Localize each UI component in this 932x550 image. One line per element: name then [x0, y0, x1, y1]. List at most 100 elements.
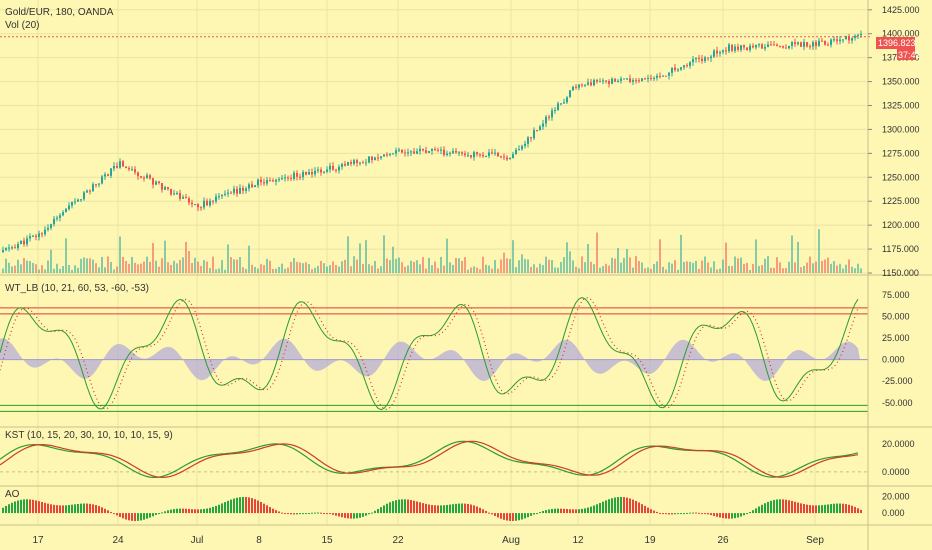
ao-bar — [278, 511, 280, 514]
ao-bar — [608, 499, 610, 514]
volume-bar — [197, 261, 199, 273]
candle-body — [437, 149, 439, 151]
ao-bar — [158, 513, 160, 515]
ao-bar — [5, 505, 7, 514]
volume-bar — [635, 256, 637, 273]
candle-body — [647, 77, 649, 79]
ao-bar — [41, 502, 43, 514]
price-axis[interactable]: 1425.0001400.0001375.0001350.0001325.000… — [868, 5, 920, 518]
candle-body — [53, 218, 55, 225]
ao-bar — [509, 513, 511, 521]
volume-bar — [521, 254, 523, 273]
volume-bar — [218, 268, 220, 273]
volume-bar — [806, 262, 808, 273]
volume-bar — [548, 259, 550, 273]
ao-bar — [734, 513, 736, 519]
candle-body — [524, 143, 526, 147]
candle-body — [656, 75, 658, 78]
ao-bar — [797, 502, 799, 514]
volume-bar — [236, 259, 238, 273]
volume-bar — [290, 261, 292, 273]
candle-body — [443, 149, 445, 155]
candle-body — [767, 44, 769, 48]
candle-body — [839, 39, 841, 42]
volume-bar — [758, 265, 760, 273]
volume-bar — [434, 261, 436, 273]
candle-body — [251, 184, 253, 188]
ao-bar — [380, 507, 382, 514]
ao-bar — [746, 513, 748, 515]
volume-bar — [644, 268, 646, 273]
volume-bar — [680, 234, 682, 273]
volume-bar — [629, 257, 631, 273]
candle-body — [608, 80, 610, 84]
price-tag-value: 1396.823 — [878, 38, 916, 48]
ao-bar — [260, 501, 262, 514]
time-tick-label: 22 — [392, 535, 404, 546]
kst-tick-label: 20.0000 — [882, 439, 915, 449]
candle-body — [455, 150, 457, 153]
ao-bar — [344, 513, 346, 518]
volume-bar — [710, 267, 712, 273]
candle-body — [275, 179, 277, 182]
volume-bar — [812, 263, 814, 273]
volume-bar — [566, 242, 568, 273]
candle-body — [728, 44, 730, 52]
candle-body — [308, 171, 310, 175]
candle-body — [818, 40, 820, 46]
candle-body — [56, 217, 58, 219]
candle-body — [368, 156, 370, 163]
candle-body — [407, 152, 409, 154]
volume-bar — [653, 264, 655, 273]
volume-bar — [659, 239, 661, 273]
ao-bar — [569, 509, 571, 514]
wt-panel[interactable] — [0, 297, 868, 412]
ao-bar — [482, 509, 484, 514]
ao-bar — [17, 500, 19, 514]
ao-bar — [335, 513, 337, 516]
price-candles[interactable] — [2, 30, 862, 254]
candle-body — [20, 240, 22, 244]
volume-bar — [152, 242, 154, 273]
candle-body — [410, 151, 412, 153]
ao-bar — [473, 505, 475, 514]
candle-body — [482, 154, 484, 157]
candle-body — [506, 157, 508, 160]
ao-bar — [293, 513, 295, 515]
candle-body — [668, 72, 670, 76]
kst-panel[interactable] — [0, 440, 868, 479]
ao-bar — [173, 509, 175, 514]
ao-bar — [200, 509, 202, 514]
candle-body — [173, 193, 175, 195]
ao-bar — [665, 513, 667, 515]
volume-bar — [668, 262, 670, 273]
ao-bar — [605, 500, 607, 514]
ao-bar — [95, 505, 97, 514]
candle-body — [596, 80, 598, 82]
candle-body — [83, 192, 85, 200]
candle-body — [614, 78, 616, 82]
ao-panel[interactable] — [2, 496, 862, 522]
candle-body — [575, 86, 577, 88]
volume-bar — [545, 256, 547, 273]
time-tick-label: 26 — [717, 535, 729, 546]
candle-body — [548, 116, 550, 118]
ao-bar — [821, 505, 823, 514]
ao-bar — [314, 512, 316, 514]
candle-body — [266, 180, 268, 184]
ao-bar — [110, 512, 112, 514]
candle-body — [338, 166, 340, 171]
ao-bar — [281, 512, 283, 514]
candle-body — [518, 149, 520, 151]
ao-bar — [680, 513, 682, 515]
volume-bar — [206, 261, 208, 273]
ao-bar — [35, 500, 37, 514]
candle-body — [749, 45, 751, 51]
ao-bar — [83, 503, 85, 514]
candle-body — [797, 42, 799, 45]
time-axis[interactable]: 17 24 Jul 8 15 22 Aug 12 19 26 Sep — [32, 535, 824, 546]
candle-body — [182, 197, 184, 199]
candle-body — [416, 151, 418, 154]
volume-bar — [323, 263, 325, 273]
candle-body — [674, 67, 676, 71]
